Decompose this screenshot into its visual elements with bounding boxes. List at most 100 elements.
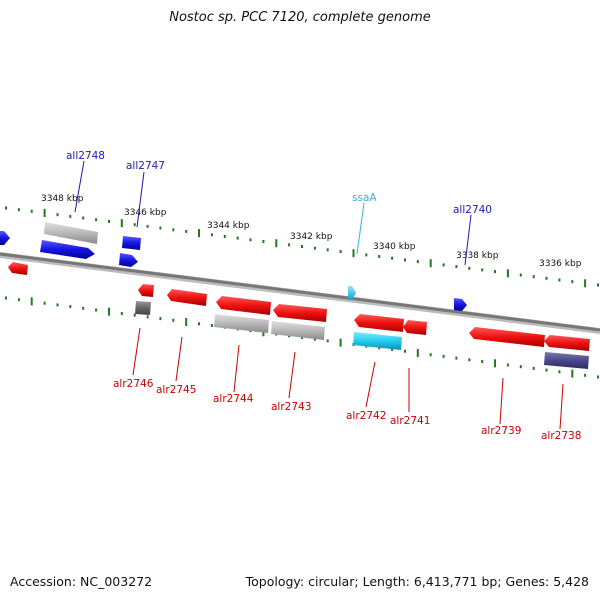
minor-tick bbox=[404, 349, 406, 353]
minor-tick bbox=[236, 236, 239, 240]
gene-label-alr2746[interactable]: alr2746 bbox=[113, 378, 154, 390]
genome-stats-text: Topology: circular; Length: 6,413,771 bp… bbox=[245, 574, 589, 589]
major-tick bbox=[584, 279, 587, 288]
scale-label: 3344 kbp bbox=[207, 221, 250, 231]
gene-alr2746[interactable] bbox=[138, 284, 154, 297]
gene-label-alr2744[interactable]: alr2744 bbox=[213, 393, 254, 405]
minor-tick bbox=[69, 305, 72, 309]
minor-tick bbox=[146, 315, 149, 319]
major-tick bbox=[198, 229, 200, 238]
gene-ssaA[interactable] bbox=[348, 286, 356, 300]
major-tick bbox=[339, 338, 342, 347]
minor-tick bbox=[249, 238, 252, 242]
gene-label-alr2743[interactable]: alr2743 bbox=[271, 401, 311, 413]
minor-tick bbox=[172, 228, 175, 232]
gene-alr2743-grey[interactable] bbox=[271, 321, 325, 340]
gene-label-alr2739[interactable]: alr2739 bbox=[481, 425, 521, 437]
scale-label: 3340 kbp bbox=[373, 242, 416, 252]
minor-tick bbox=[159, 317, 162, 321]
gene-label-alr2741[interactable]: alr2741 bbox=[390, 415, 430, 427]
minor-tick bbox=[404, 258, 406, 262]
minor-tick bbox=[95, 218, 98, 222]
minor-tick bbox=[468, 266, 471, 270]
minor-tick bbox=[597, 283, 599, 287]
minor-tick bbox=[584, 373, 587, 377]
minor-tick bbox=[416, 260, 419, 264]
major-tick bbox=[429, 259, 432, 268]
major-tick bbox=[506, 269, 509, 278]
forward-genes bbox=[0, 222, 467, 311]
gene-left-edge[interactable] bbox=[8, 262, 28, 275]
minor-tick bbox=[429, 353, 432, 357]
minor-tick bbox=[442, 354, 445, 358]
minor-tick bbox=[30, 209, 33, 213]
minor-tick bbox=[339, 250, 342, 253]
gene-alr2742-cyan[interactable] bbox=[353, 332, 402, 350]
gene-arrow[interactable] bbox=[0, 231, 10, 245]
gene-all2747[interactable] bbox=[122, 236, 141, 250]
minor-tick bbox=[519, 273, 522, 277]
minor-tick bbox=[146, 224, 149, 228]
major-tick bbox=[43, 209, 46, 217]
minor-tick bbox=[69, 214, 72, 218]
gene-alr2744-grey[interactable] bbox=[214, 314, 269, 333]
major-tick bbox=[30, 297, 33, 306]
minor-tick bbox=[313, 337, 316, 341]
minor-tick bbox=[262, 240, 265, 243]
minor-tick bbox=[108, 219, 110, 223]
gene-all2748-grey[interactable] bbox=[44, 222, 98, 244]
minor-tick bbox=[326, 248, 329, 252]
minor-tick bbox=[455, 265, 458, 269]
gene-label-all2747[interactable]: all2747 bbox=[126, 160, 165, 172]
major-tick bbox=[275, 239, 278, 248]
minor-tick bbox=[120, 312, 123, 315]
gene-label-alr2738[interactable]: alr2738 bbox=[541, 430, 581, 442]
scale-labels: 3348 kbp 3346 kbp 3344 kbp 3342 kbp 3340… bbox=[41, 194, 582, 269]
minor-tick bbox=[223, 235, 226, 238]
genome-title: Nostoc sp. PCC 7120, complete genome bbox=[169, 10, 431, 25]
major-tick bbox=[120, 219, 123, 228]
gene-alr2741[interactable] bbox=[403, 320, 427, 335]
gene-label-alr2742[interactable]: alr2742 bbox=[346, 410, 386, 422]
major-tick bbox=[185, 318, 188, 326]
minor-tick bbox=[558, 370, 561, 374]
gene-all2748[interactable] bbox=[40, 240, 95, 259]
minor-tick bbox=[378, 255, 381, 258]
gene-label-alr2745[interactable]: alr2745 bbox=[156, 384, 196, 396]
gene-all2740[interactable] bbox=[454, 298, 467, 311]
gene-alr2745[interactable] bbox=[167, 289, 207, 306]
major-tick bbox=[494, 359, 496, 368]
minor-tick bbox=[558, 278, 561, 282]
minor-tick bbox=[43, 301, 46, 305]
gene-alr2744[interactable] bbox=[216, 296, 271, 315]
minor-tick bbox=[17, 208, 20, 212]
minor-tick bbox=[481, 268, 484, 272]
gene-alr2738-navy[interactable] bbox=[544, 352, 589, 369]
gene-label-all2740[interactable]: all2740 bbox=[453, 204, 492, 216]
major-tick bbox=[108, 307, 110, 316]
reverse-genes bbox=[8, 262, 590, 369]
label-leaders bbox=[74, 160, 564, 430]
minor-tick bbox=[506, 363, 509, 367]
gene-alr2742[interactable] bbox=[354, 314, 404, 332]
minor-tick bbox=[56, 303, 59, 307]
gene-alr2738[interactable] bbox=[544, 335, 590, 351]
gene-alr2746-grey[interactable] bbox=[135, 301, 151, 315]
minor-tick bbox=[545, 276, 548, 280]
accession-text: Accession: NC_003272 bbox=[10, 574, 153, 589]
gene-alr2743[interactable] bbox=[273, 304, 327, 322]
gene-label-ssaA[interactable]: ssaA bbox=[352, 192, 377, 204]
major-tick bbox=[416, 349, 419, 357]
minor-tick bbox=[288, 243, 291, 247]
minor-tick bbox=[17, 298, 20, 302]
minor-tick bbox=[571, 280, 574, 284]
major-tick bbox=[571, 369, 574, 378]
minor-tick bbox=[95, 308, 98, 312]
minor-tick bbox=[545, 368, 548, 372]
gene-all2747-arrow[interactable] bbox=[119, 253, 138, 267]
minor-tick bbox=[481, 360, 484, 363]
gene-label-all2748[interactable]: all2748 bbox=[66, 150, 105, 162]
gene-alr2739[interactable] bbox=[469, 327, 545, 347]
minor-tick bbox=[210, 233, 213, 237]
